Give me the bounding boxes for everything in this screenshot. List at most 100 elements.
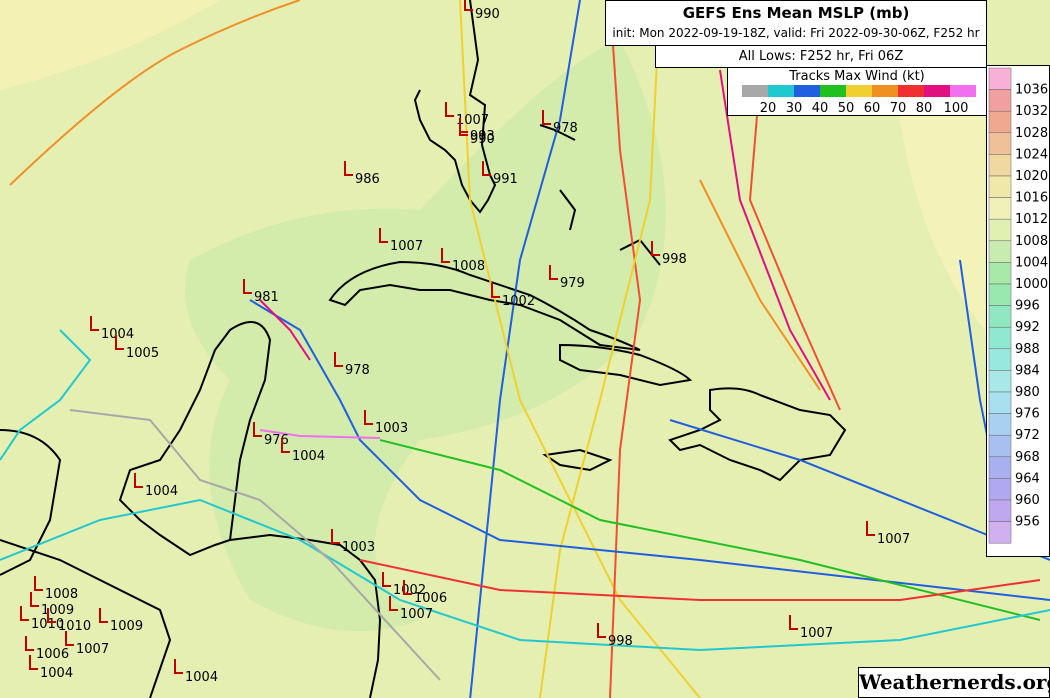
track — [259, 299, 311, 361]
colorbar-cell — [988, 413, 1012, 436]
low-label: 1009 — [41, 603, 74, 618]
wind-legend-title: Tracks Max Wind (kt) — [789, 69, 925, 84]
low-label: 1009 — [110, 619, 143, 634]
colorbar-label: 1028 — [1015, 126, 1048, 141]
colorbar-cell — [988, 240, 1012, 263]
low-marker — [29, 655, 38, 670]
wind-swatch — [820, 85, 846, 97]
low-marker — [25, 636, 34, 651]
wind-label: 60 — [864, 101, 881, 115]
low-label: 998 — [662, 252, 687, 267]
track — [9, 0, 301, 186]
colorbar-cell — [988, 499, 1012, 522]
colorbar-label: 992 — [1015, 320, 1040, 335]
low-marker — [382, 572, 391, 587]
wind-legend-graphic: 20 30 40 50 60 70 80 100 — [742, 85, 976, 115]
low-label: 1006 — [414, 591, 447, 606]
wind-legend: Tracks Max Wind (kt) 20 30 40 50 60 70 80 100 — [727, 67, 987, 116]
low-label: 979 — [560, 276, 585, 291]
track — [459, 0, 701, 698]
colorbar-label: 1024 — [1015, 147, 1048, 162]
low-marker — [482, 161, 491, 176]
low-marker — [549, 265, 558, 280]
colorbar-label: 964 — [1015, 471, 1040, 486]
colorbar-cell — [988, 132, 1012, 155]
low-marker — [30, 592, 39, 607]
colorbar-label: 1016 — [1015, 191, 1048, 206]
low-marker — [459, 121, 468, 136]
low-label: 986 — [355, 172, 380, 187]
wind-swatch — [898, 85, 924, 97]
low-marker — [115, 335, 124, 350]
colorbar-cell — [988, 391, 1012, 414]
low-marker — [243, 279, 252, 294]
low-marker — [253, 422, 262, 437]
colorbar-cell — [988, 197, 1012, 220]
low-marker — [281, 438, 290, 453]
wind-swatch — [846, 85, 872, 97]
wind-swatch — [950, 85, 976, 97]
low-label: 976 — [264, 433, 289, 448]
low-label: 1002 — [393, 583, 426, 598]
colorbar-label: 976 — [1015, 407, 1040, 422]
low-marker — [441, 248, 450, 263]
low-label: 1004 — [40, 666, 73, 681]
colorbar-label: 956 — [1015, 515, 1040, 530]
low-label: 1004 — [292, 449, 325, 464]
wind-label: 70 — [890, 101, 907, 115]
colorbar-cell — [988, 218, 1012, 242]
track — [699, 179, 821, 391]
coast-mexico — [0, 429, 62, 576]
coast-florida — [413, 0, 497, 214]
low-marker — [379, 228, 388, 243]
low-marker — [651, 241, 660, 256]
wind-label: 80 — [916, 101, 933, 115]
subtitle-box: All Lows: F252 hr, Fri 06Z — [655, 45, 987, 68]
low-label: 1007 — [800, 626, 833, 641]
low-label: 1004 — [145, 484, 178, 499]
wind-swatch — [768, 85, 794, 97]
colorbar-label: 1020 — [1015, 169, 1048, 184]
colorbar-label: 1004 — [1015, 255, 1048, 270]
low-label: 998 — [608, 634, 633, 649]
low-label: 1007 — [390, 239, 423, 254]
low-marker — [344, 161, 353, 176]
low-label: 1002 — [502, 294, 535, 309]
colorbar-cell — [988, 154, 1012, 177]
low-label: 1004 — [185, 670, 218, 685]
low-marker — [331, 529, 340, 544]
low-label: 1008 — [45, 587, 78, 602]
pressure-fill — [0, 0, 220, 90]
init-line: init: Mon 2022-09-19-18Z, valid: Fri 202… — [612, 26, 980, 40]
low-marker — [364, 410, 373, 425]
low-label: 1003 — [342, 540, 375, 555]
low-label: 993 — [470, 129, 495, 144]
low-label: 978 — [345, 363, 370, 378]
coast-cuba — [328, 260, 641, 351]
wind-swatch — [924, 85, 950, 97]
track — [249, 299, 1050, 601]
colorbar-label: 1036 — [1015, 83, 1048, 98]
low-label: 1007 — [76, 642, 109, 657]
track — [748, 79, 841, 411]
colorbar-cell — [988, 67, 1012, 90]
coast-yucatan — [118, 321, 272, 557]
low-label: 1008 — [452, 259, 485, 274]
subtitle: All Lows: F252 hr, Fri 06Z — [738, 49, 904, 64]
low-marker — [403, 580, 412, 595]
low-label: 1004 — [101, 327, 134, 342]
wind-swatch — [742, 85, 768, 97]
coast-jamaica — [542, 448, 613, 472]
colorbar-cell — [988, 305, 1012, 328]
colorbar-cell — [988, 110, 1012, 134]
low-marker — [90, 316, 99, 331]
track — [359, 559, 1041, 601]
watermark: Weathernerds.org — [858, 667, 1050, 698]
wind-swatch — [794, 85, 820, 97]
coast-cuba-east — [559, 343, 693, 387]
colorbar-cell — [988, 326, 1012, 350]
track — [0, 329, 92, 461]
low-marker — [20, 606, 29, 621]
